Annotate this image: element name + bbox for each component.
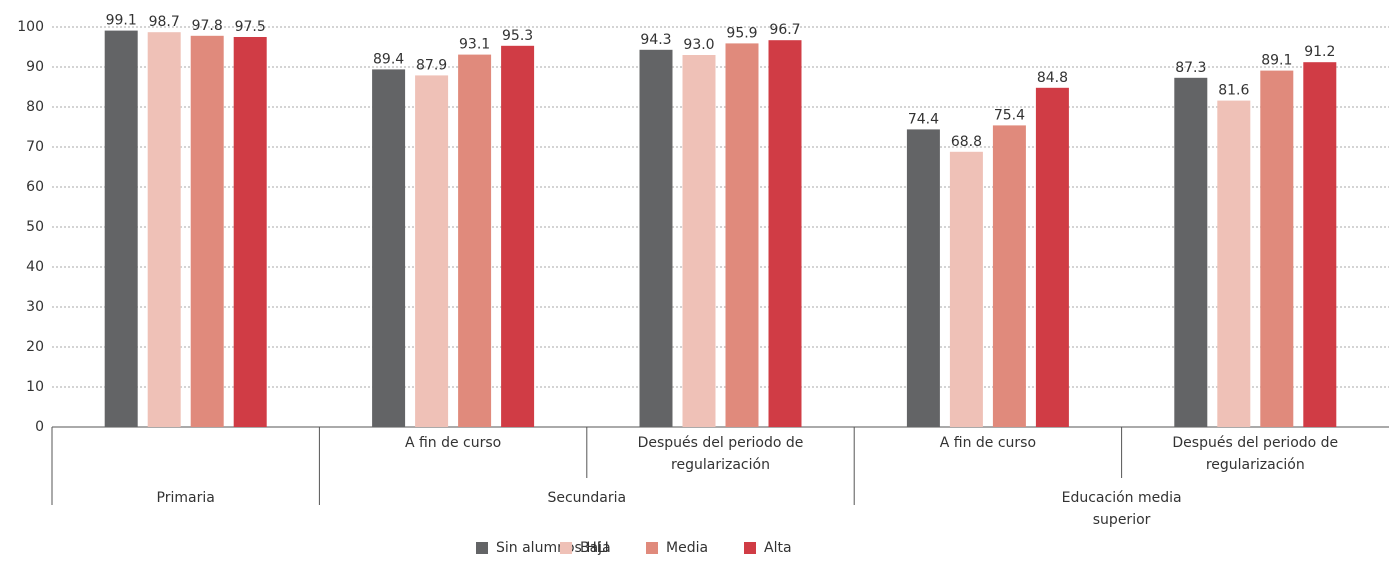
data-label: 98.7 (149, 14, 180, 30)
bar (147, 32, 181, 427)
legend-label: Alta (764, 540, 792, 556)
bar (1217, 100, 1251, 427)
x-tick-label: Después del periodo de regularización (637, 435, 804, 473)
data-label: 89.1 (1261, 53, 1292, 69)
y-tick-label: 70 (26, 139, 44, 155)
y-tick-label: 0 (35, 419, 44, 435)
bar (1303, 62, 1337, 427)
data-label: 81.6 (1218, 83, 1249, 99)
group-label: Primaria (156, 490, 215, 506)
y-tick-label: 10 (26, 379, 44, 395)
legend-label: Media (666, 540, 708, 556)
data-label: 75.4 (994, 107, 1025, 123)
legend-swatch (744, 542, 756, 554)
y-tick-label: 60 (26, 179, 44, 195)
legend-label: Sin alumnos HLI (496, 540, 609, 556)
bar (1174, 77, 1208, 428)
data-label: 91.2 (1304, 44, 1335, 60)
data-label: 93.0 (683, 37, 714, 53)
data-label: 87.3 (1175, 60, 1206, 76)
legend-swatch (476, 542, 488, 554)
data-label: 87.9 (416, 57, 447, 73)
bar (639, 49, 673, 428)
data-label: 97.5 (235, 19, 266, 35)
data-label: 97.8 (192, 18, 223, 34)
group-label: Educación media superior (1061, 490, 1182, 528)
legend-label: Baja (580, 540, 611, 556)
y-tick-label: 80 (26, 99, 44, 115)
bar (1260, 70, 1294, 427)
y-tick-label: 40 (26, 259, 44, 275)
bar (1035, 87, 1069, 428)
bar (992, 125, 1026, 428)
bar (725, 43, 759, 428)
legend-swatch (646, 542, 658, 554)
bar (372, 69, 406, 428)
data-label: 89.4 (373, 51, 404, 67)
group-label: Secundaria (547, 490, 627, 506)
bar (190, 35, 224, 428)
y-tick-label: 100 (17, 19, 44, 35)
bar (415, 75, 449, 428)
legend-swatch (560, 542, 572, 554)
data-label: 84.8 (1037, 70, 1068, 86)
data-label: 95.3 (502, 28, 533, 44)
data-label: 99.1 (106, 13, 137, 29)
x-tick-label: A fin de curso (939, 435, 1037, 451)
data-label: 93.1 (459, 37, 490, 53)
y-tick-label: 90 (26, 59, 44, 75)
data-label: 94.3 (640, 32, 671, 48)
data-label: 95.9 (726, 25, 757, 41)
bar (104, 30, 138, 427)
bar (233, 37, 267, 427)
bar (458, 54, 492, 427)
y-tick-label: 50 (26, 219, 44, 235)
data-label: 68.8 (951, 134, 982, 150)
bar (768, 40, 802, 427)
y-tick-label: 20 (26, 339, 44, 355)
bar (949, 151, 983, 428)
bar (906, 129, 940, 427)
bar (501, 45, 535, 428)
x-tick-label: Después del periodo de regularización (1172, 435, 1339, 473)
bar (682, 55, 716, 427)
data-label: 96.7 (769, 22, 800, 38)
x-tick-label: A fin de curso (404, 435, 502, 451)
data-label: 74.4 (908, 111, 939, 127)
y-tick-label: 30 (26, 299, 44, 315)
